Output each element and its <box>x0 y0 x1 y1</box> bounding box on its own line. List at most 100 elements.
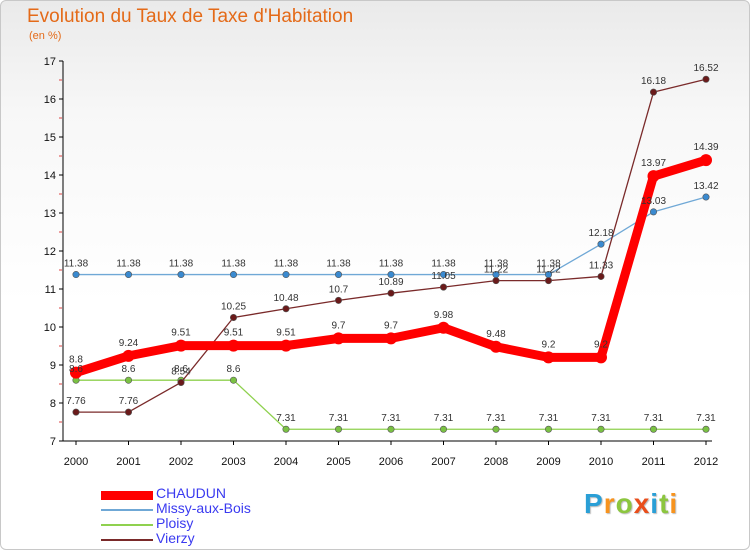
data-point-ploisy <box>387 425 395 433</box>
data-label-vierzy: 7.76 <box>66 396 86 407</box>
proxiti-logo: Proxiti <box>584 488 679 519</box>
data-point-ploisy <box>597 425 605 433</box>
x-tick-label: 2008 <box>484 456 508 468</box>
data-point-chaudun <box>175 339 187 352</box>
data-label-chaudun: 9.51 <box>224 328 244 339</box>
legend-item: Ploisy <box>101 515 321 532</box>
data-point-missy-aux-bois <box>439 271 447 279</box>
data-point-ploisy <box>649 425 657 433</box>
y-tick-label: 17 <box>44 56 56 68</box>
data-label-chaudun: 9.51 <box>171 328 191 339</box>
y-tick-label: 8 <box>50 398 56 410</box>
data-point-missy-aux-bois <box>125 271 133 279</box>
data-label-vierzy: 16.18 <box>641 76 666 87</box>
data-point-ploisy <box>282 425 290 433</box>
data-label-missy-aux-bois: 12.18 <box>588 228 613 239</box>
data-label-chaudun: 9.2 <box>594 339 608 350</box>
x-tick-label: 2009 <box>536 456 560 468</box>
data-point-chaudun <box>122 349 135 362</box>
data-label-chaudun: 9.7 <box>332 320 346 331</box>
data-point-vierzy <box>597 272 605 280</box>
legend-label: CHAUDUN <box>156 485 226 501</box>
data-point-chaudun <box>332 332 345 345</box>
x-tick-label: 2007 <box>431 456 455 468</box>
legend: CHAUDUN Missy-aux-Bois Ploisy Vierzy <box>101 485 321 547</box>
legend-item: Vierzy <box>101 531 321 547</box>
legend-swatch <box>101 490 153 500</box>
legend-item: CHAUDUN <box>101 485 321 502</box>
data-label-vierzy: 11.22 <box>484 265 509 276</box>
data-label-missy-aux-bois: 11.38 <box>64 259 89 270</box>
data-point-missy-aux-bois <box>334 271 342 279</box>
data-point-ploisy <box>125 376 133 384</box>
data-label-missy-aux-bois: 11.38 <box>484 259 509 270</box>
y-tick-label: 14 <box>44 170 56 182</box>
data-point-chaudun <box>647 170 660 183</box>
data-point-missy-aux-bois <box>597 240 605 248</box>
data-label-chaudun: 9.7 <box>384 320 398 331</box>
y-tick-label: 16 <box>44 94 56 106</box>
data-label-chaudun: 9.2 <box>542 339 556 350</box>
data-point-ploisy <box>544 425 552 433</box>
chart-unit-label: (en %) <box>29 30 62 42</box>
data-point-vierzy <box>702 75 710 83</box>
data-label-chaudun: 9.24 <box>119 338 139 349</box>
data-point-vierzy <box>439 283 447 291</box>
x-tick-label: 2003 <box>221 456 245 468</box>
data-point-missy-aux-bois <box>282 271 290 279</box>
data-label-chaudun: 8.8 <box>69 355 83 366</box>
data-label-vierzy: 7.76 <box>119 396 139 407</box>
x-tick-label: 2012 <box>694 456 718 468</box>
data-point-chaudun <box>227 339 240 352</box>
data-label-missy-aux-bois: 11.38 <box>536 259 561 270</box>
data-point-chaudun <box>280 339 292 352</box>
data-point-ploisy <box>230 376 238 384</box>
data-point-missy-aux-bois <box>387 271 395 279</box>
legend-swatch <box>101 524 153 526</box>
data-label-vierzy: 10.25 <box>221 302 246 313</box>
legend-item: Missy-aux-Bois <box>101 501 321 517</box>
data-point-chaudun <box>385 332 397 345</box>
y-tick-label: 10 <box>44 322 56 334</box>
data-label-ploisy: 8.6 <box>227 364 241 375</box>
data-label-ploisy: 7.31 <box>486 413 506 424</box>
data-label-ploisy: 7.31 <box>539 413 559 424</box>
data-point-ploisy <box>492 425 500 433</box>
data-label-vierzy: 8.54 <box>171 366 191 377</box>
data-point-vierzy <box>544 277 552 285</box>
x-tick-label: 2006 <box>379 456 403 468</box>
data-point-vierzy <box>125 408 133 416</box>
data-label-ploisy: 8.6 <box>69 364 83 375</box>
data-point-vierzy <box>177 378 185 386</box>
data-point-missy-aux-bois <box>230 271 238 279</box>
data-label-ploisy: 7.31 <box>696 413 716 424</box>
data-label-ploisy: 7.31 <box>329 413 349 424</box>
data-point-vierzy <box>387 289 395 297</box>
y-tick-label: 13 <box>44 208 56 220</box>
data-point-missy-aux-bois <box>177 271 185 279</box>
x-tick-label: 2010 <box>589 456 613 468</box>
x-tick-label: 2005 <box>326 456 350 468</box>
data-point-vierzy <box>492 277 500 285</box>
data-label-missy-aux-bois: 11.38 <box>326 259 351 270</box>
data-point-ploisy <box>439 425 447 433</box>
legend-label: Ploisy <box>156 515 194 531</box>
data-point-missy-aux-bois <box>649 208 657 216</box>
data-point-vierzy <box>649 88 657 96</box>
data-label-vierzy: 10.48 <box>273 293 298 304</box>
data-label-vierzy: 10.89 <box>378 277 403 288</box>
y-tick-label: 12 <box>44 246 56 258</box>
legend-swatch <box>101 539 153 541</box>
data-point-ploisy <box>702 425 710 433</box>
series-line-vierzy <box>75 78 707 413</box>
data-label-chaudun: 14.39 <box>693 142 718 153</box>
data-point-chaudun <box>595 351 607 364</box>
data-label-vierzy: 11.22 <box>536 265 561 276</box>
x-tick-label: 2004 <box>274 456 298 468</box>
data-point-chaudun <box>70 366 82 379</box>
data-point-chaudun <box>490 340 502 353</box>
data-label-chaudun: 9.48 <box>486 329 506 340</box>
data-label-ploisy: 7.31 <box>381 413 401 424</box>
